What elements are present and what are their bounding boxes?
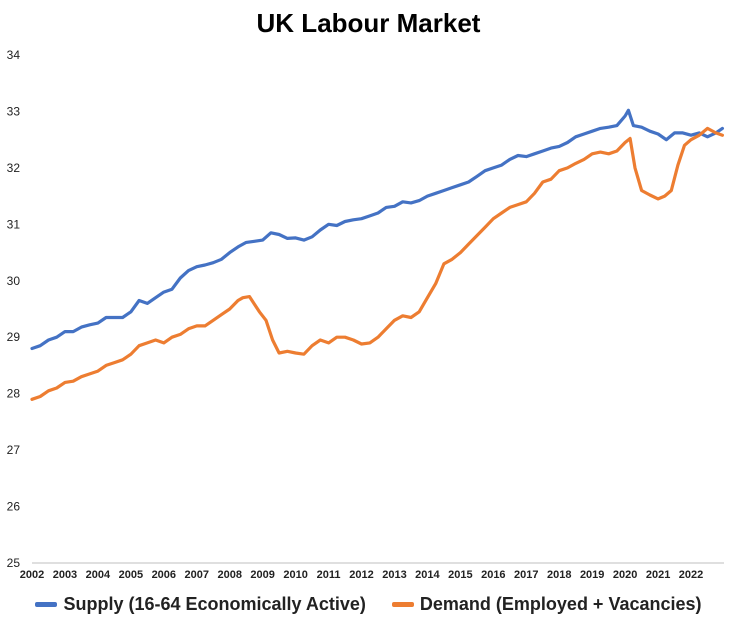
y-tick-label: 27 — [7, 443, 21, 457]
x-tick-label: 2008 — [217, 569, 241, 581]
x-tick-label: 2019 — [580, 569, 604, 581]
x-tick-label: 2012 — [349, 569, 373, 581]
x-tick-label: 2015 — [448, 569, 472, 581]
y-tick-label: 31 — [7, 217, 21, 231]
x-tick-label: 2003 — [53, 569, 77, 581]
y-tick-label: 32 — [7, 161, 21, 175]
x-tick-label: 2013 — [382, 569, 406, 581]
x-tick-label: 2002 — [20, 569, 44, 581]
x-tick-label: 2009 — [250, 569, 274, 581]
y-tick-label: 33 — [7, 104, 21, 118]
x-tick-label: 2011 — [317, 569, 341, 581]
x-tick-label: 2004 — [86, 569, 111, 581]
legend: Supply (16-64 Economically Active) Deman… — [0, 594, 737, 615]
x-tick-label: 2022 — [679, 569, 703, 581]
x-tick-label: 2016 — [481, 569, 505, 581]
y-tick-label: 26 — [7, 500, 21, 514]
y-tick-label: 34 — [7, 48, 21, 62]
y-tick-label: 30 — [7, 274, 21, 288]
legend-swatch-supply — [35, 602, 58, 607]
x-tick-label: 2006 — [152, 569, 176, 581]
legend-label-demand: Demand (Employed + Vacancies) — [419, 594, 702, 614]
x-tick-label: 2020 — [613, 569, 637, 581]
x-tick-label: 2017 — [514, 569, 538, 581]
chart-title: UK Labour Market — [256, 8, 481, 38]
series-line-demand — [30, 126, 725, 401]
x-tick-label: 2018 — [547, 569, 571, 581]
y-tick-label: 28 — [7, 387, 21, 401]
series-line-supply — [30, 108, 725, 351]
x-tick-label: 2014 — [415, 569, 440, 581]
legend-item-demand: Demand (Employed + Vacancies) — [391, 594, 702, 615]
y-tick-label: 29 — [7, 330, 21, 344]
x-tick-label: 2010 — [283, 569, 307, 581]
x-tick-label: 2021 — [646, 569, 670, 581]
y-tick-label: 25 — [7, 556, 21, 570]
x-tick-label: 2007 — [185, 569, 209, 581]
legend-label-supply: Supply (16-64 Economically Active) — [63, 594, 366, 614]
legend-item-supply: Supply (16-64 Economically Active) — [35, 594, 366, 615]
x-tick-label: 2005 — [119, 569, 143, 581]
legend-swatch-demand — [391, 602, 414, 607]
